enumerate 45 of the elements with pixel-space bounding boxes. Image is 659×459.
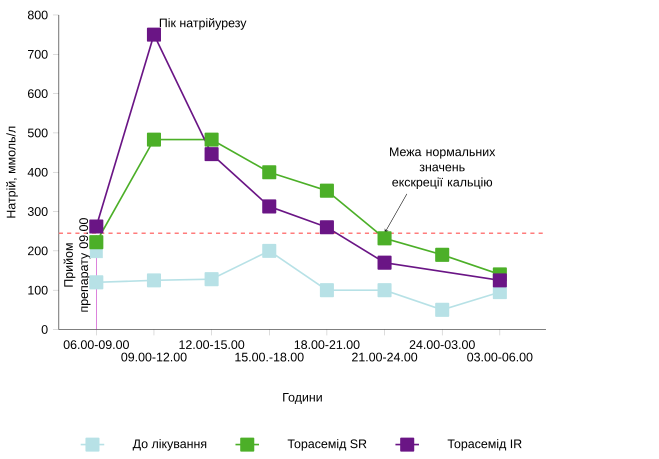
- point: [146, 28, 161, 42]
- x-axis-title: Години: [283, 393, 322, 404]
- legend-label: Торасемід SR: [288, 439, 366, 451]
- legend-label: До лікування: [132, 439, 206, 451]
- point: [89, 235, 104, 250]
- y-tick-label: 0: [42, 325, 48, 334]
- point: [435, 248, 450, 262]
- x-tick-label: 12.00-15.00: [179, 340, 244, 350]
- y-tick-label: 100: [28, 286, 48, 295]
- point: [262, 165, 276, 180]
- point: [378, 256, 392, 270]
- point: [378, 283, 392, 298]
- annotation: Пік натрійурезу: [160, 18, 246, 30]
- point: [320, 184, 334, 198]
- point: [89, 219, 104, 234]
- y-tick-label: 800: [28, 10, 48, 20]
- point: [435, 302, 450, 317]
- x-tick-label: 09.00-12.00: [121, 352, 187, 362]
- point: [204, 132, 219, 147]
- x-tick-label: 21.00-24.00: [352, 352, 418, 362]
- x-tick-label: 15.00.-18.00: [235, 352, 304, 362]
- point: [378, 231, 392, 246]
- point: [320, 220, 334, 234]
- point: [492, 273, 507, 288]
- x-tick-label: 06.00-09.00: [64, 340, 129, 350]
- y-tick-label: 400: [28, 168, 48, 177]
- x-tick-label: 18.00-21.00: [294, 340, 360, 350]
- point: [146, 273, 161, 288]
- point: [146, 132, 161, 147]
- point: [204, 147, 219, 162]
- x-tick-label: 24.00-03.00: [410, 340, 475, 350]
- point: [262, 244, 276, 258]
- point: [204, 272, 219, 286]
- legend-label: Торасемід IR: [448, 439, 522, 451]
- point: [320, 283, 334, 298]
- y-tick-label: 700: [28, 50, 48, 59]
- y-tick-label: 300: [28, 207, 48, 216]
- x-tick-label: 03.00-06.00: [467, 352, 532, 362]
- annotation: Межа нормальних значень екскреції кальцію: [390, 148, 496, 190]
- y-tick-label: 200: [28, 246, 48, 256]
- point: [262, 199, 276, 214]
- ref-line-label: Прийом препарату 09.00: [64, 218, 91, 312]
- y-tick-label: 600: [28, 89, 48, 98]
- y-tick-label: 500: [28, 128, 48, 138]
- y-axis-title: Натрій, ммоль/л: [6, 126, 18, 218]
